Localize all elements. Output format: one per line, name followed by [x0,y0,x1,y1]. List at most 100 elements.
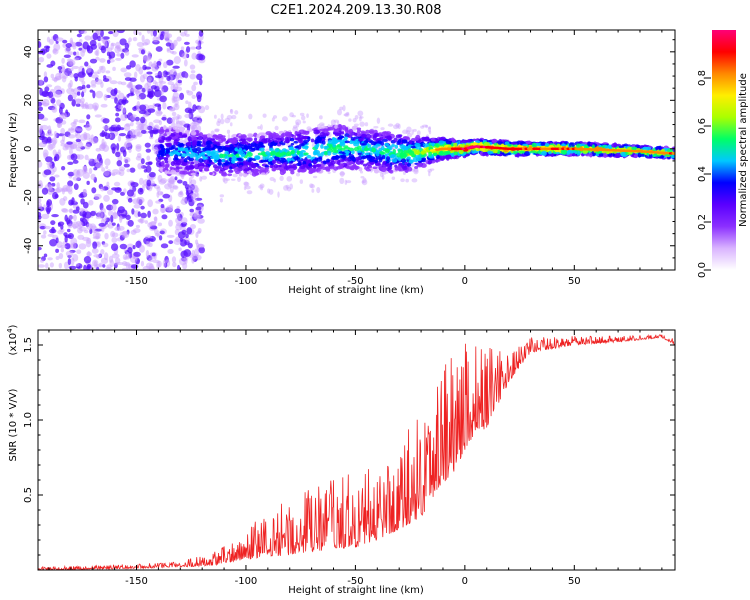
heatmap-cell [91,248,99,254]
heatmap-cell [380,167,387,173]
heatmap-cell [94,114,102,118]
heatmap-cell [123,72,132,78]
heatmap-cell [102,36,110,40]
heatmap-cell [50,220,56,226]
snr-y-tick-label: 1.0 [23,412,34,428]
heatmap-cell [347,134,353,138]
heatmap-cell [177,115,182,120]
heatmap-cell [64,214,68,222]
heatmap-cell [156,186,161,192]
heatmap-cell [61,208,68,213]
heatmap-cell [548,151,552,155]
heatmap-cell [201,175,208,180]
heatmap-cell [60,224,64,230]
heatmap-cell [58,71,62,78]
heatmap-cell [181,229,187,235]
heatmap-cell [253,137,258,142]
heatmap-cell [166,49,171,53]
heatmap-cell [373,134,378,139]
heatmap-cell [435,154,440,159]
heatmap-cell [316,140,322,144]
heatmap-cell [519,150,525,154]
heatmap-cell [200,151,206,157]
heatmap-cell [125,251,130,259]
heatmap-cell [387,135,392,141]
heatmap-cell [297,139,303,144]
heatmap-cell [450,151,455,158]
heatmap-cell [75,41,83,47]
heatmap-cell [386,159,390,164]
heatmap-cell [368,129,375,134]
heatmap-cell [127,92,135,97]
heatmap-x-ticks: -150 -100 -50 0 50 [48,30,663,287]
heatmap-cell [232,133,238,139]
heatmap-cell [229,122,233,127]
heatmap-cell [325,168,331,172]
heatmap-cell [104,158,111,166]
heatmap-cell [243,181,250,187]
heatmap-cell [272,115,278,119]
heatmap-cell [356,150,362,153]
heatmap-cell [173,238,182,245]
heatmap-cell [243,185,247,191]
heatmap-cell [428,126,432,130]
heatmap-cell [104,132,111,140]
heatmap-cell [68,215,75,220]
heatmap-cell [194,187,200,193]
heatmap-cell [397,165,401,168]
heatmap-cell [369,156,376,160]
heatmap-cell [103,170,110,176]
heatmap-cell [133,251,141,257]
heatmap-cell [171,118,176,123]
heatmap-cell [301,115,306,121]
heatmap-cell [206,137,213,142]
heatmap-cell [95,147,101,152]
heatmap-cell [100,257,109,264]
heatmap-cell [204,164,209,168]
heatmap-cell [482,152,489,156]
heatmap-cell [263,168,269,173]
heatmap-cell [387,166,393,170]
heatmap-cell [216,120,221,127]
heatmap-cell [243,181,249,186]
heatmap-cell [191,140,198,145]
heatmap-cell [235,153,240,158]
heatmap-cell [186,90,194,96]
heatmap-cell [285,165,290,171]
heatmap-cell [589,142,594,146]
heatmap-cell [99,36,104,42]
heatmap-cell [525,140,531,145]
heatmap-cell [133,71,138,79]
heatmap-cell [314,141,318,145]
heatmap-y-axis-label: Frequency (Hz) [8,112,19,188]
heatmap-cell [92,236,101,240]
heatmap-cell [339,171,346,176]
heatmap-cell [274,148,280,152]
heatmap-cell [406,132,413,138]
heatmap-cell [101,167,106,172]
heatmap-cell [217,159,222,163]
heatmap-cell [78,221,84,229]
heatmap-cell [389,154,396,159]
heatmap-cell [307,128,314,132]
heatmap-cell [295,119,302,126]
heatmap-x-tick-label: -100 [235,276,258,287]
heatmap-cell [353,123,359,127]
heatmap-cell [190,192,197,200]
heatmap-cell [86,265,91,270]
heatmap-cell [119,215,123,223]
heatmap-cell [57,222,61,227]
heatmap-cell [123,163,130,168]
heatmap-cell [213,114,217,119]
heatmap-cell [250,142,257,147]
heatmap-cell [192,197,197,203]
colorbar-tick-label: 0.6 [697,118,708,134]
heatmap-cell [185,233,189,239]
heatmap-cell [476,148,480,151]
heatmap-cell [181,196,187,202]
heatmap-cell [123,188,127,194]
heatmap-cell [156,61,162,66]
heatmap-cell [406,156,411,160]
heatmap-cell [144,220,148,224]
heatmap-cell [304,130,310,134]
